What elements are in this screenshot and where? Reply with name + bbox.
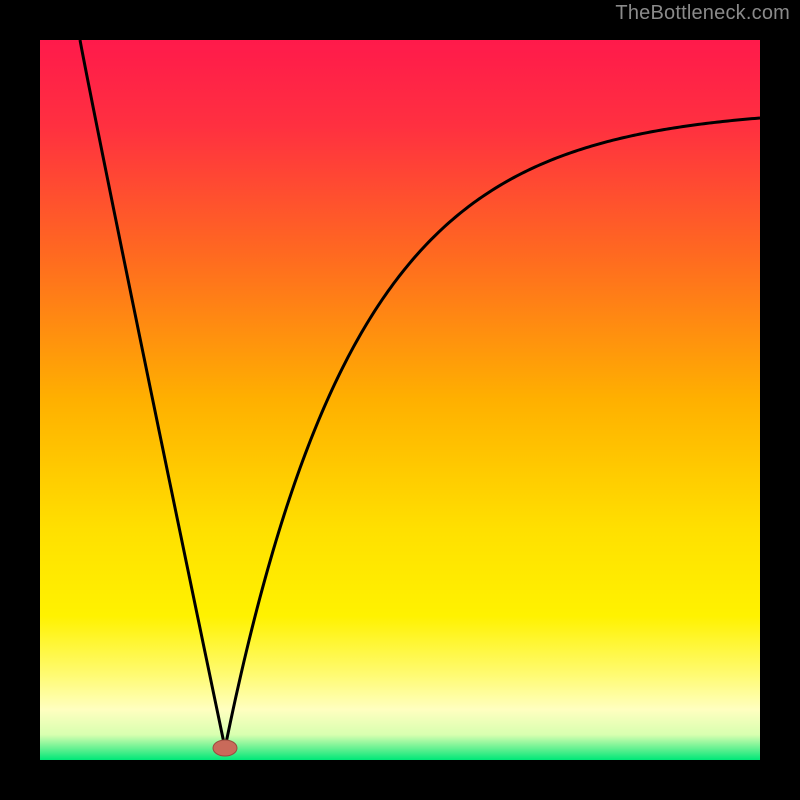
watermark-label: TheBottleneck.com — [615, 2, 790, 25]
gradient-background — [40, 40, 760, 760]
chart-canvas: TheBottleneck.com — [0, 0, 800, 800]
bottleneck-chart-svg — [0, 0, 800, 800]
minimum-marker — [213, 740, 237, 756]
